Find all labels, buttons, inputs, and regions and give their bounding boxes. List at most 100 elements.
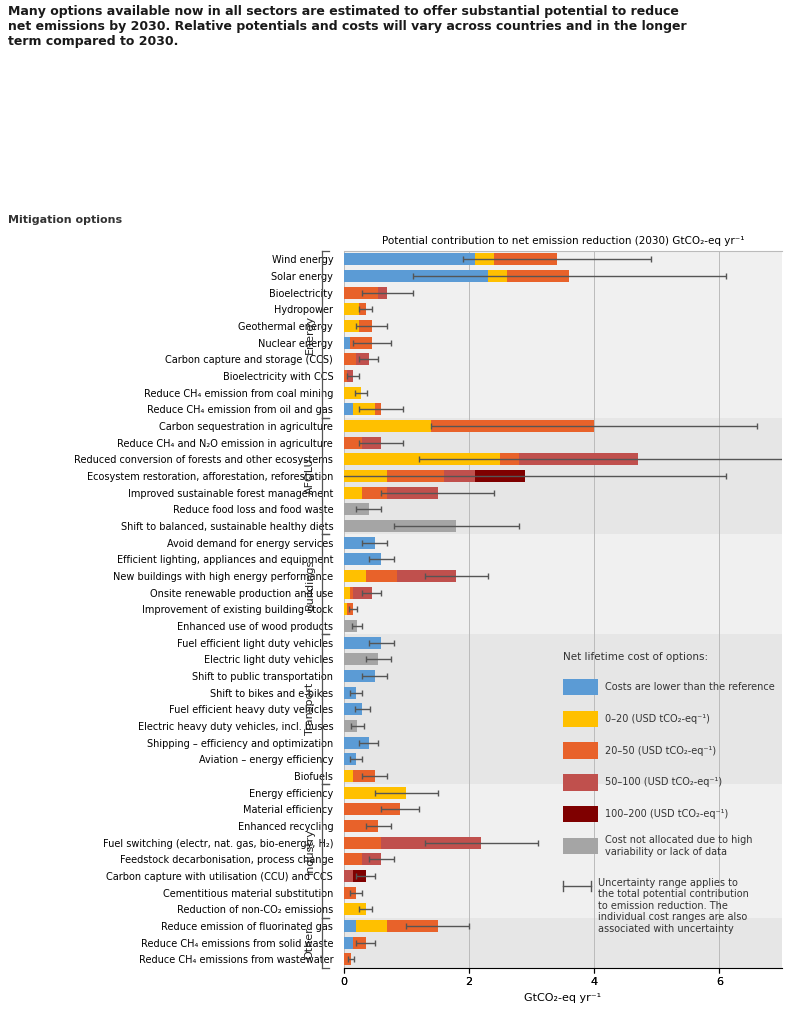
Bar: [344, 653, 378, 666]
Text: 100–200 (USD tCO₂-eq⁻¹): 100–200 (USD tCO₂-eq⁻¹): [605, 809, 728, 819]
Bar: [344, 436, 363, 449]
Bar: [353, 870, 366, 882]
Bar: [387, 920, 438, 932]
Bar: [344, 470, 387, 482]
Bar: [344, 553, 382, 565]
Bar: [344, 537, 375, 549]
Bar: [344, 736, 369, 749]
Bar: [344, 454, 500, 465]
Bar: [344, 720, 357, 732]
Bar: [387, 470, 444, 482]
Bar: [397, 570, 457, 582]
Bar: [344, 754, 356, 765]
Bar: [344, 587, 350, 599]
Bar: [344, 503, 369, 515]
Bar: [444, 470, 475, 482]
Bar: [344, 920, 356, 932]
Bar: [344, 486, 363, 499]
Bar: [353, 770, 375, 782]
Text: Cost not allocated due to high
variability or lack of data: Cost not allocated due to high variabili…: [605, 835, 752, 857]
Bar: [494, 253, 557, 265]
Bar: [353, 403, 375, 416]
Bar: [344, 670, 375, 682]
Bar: [353, 937, 366, 948]
Bar: [344, 319, 359, 332]
Text: Uncertainty range applies to
the total potential contribution
to emission reduct: Uncertainty range applies to the total p…: [599, 878, 749, 934]
Bar: [347, 603, 353, 615]
Bar: [344, 887, 356, 899]
Bar: [359, 303, 366, 315]
Bar: [344, 820, 378, 831]
Bar: [344, 287, 378, 299]
Text: Costs are lower than the reference: Costs are lower than the reference: [605, 682, 774, 692]
Text: Mitigation options: Mitigation options: [8, 215, 122, 225]
Bar: [344, 370, 347, 382]
Bar: [366, 570, 397, 582]
Text: Transport: Transport: [305, 683, 314, 735]
Bar: [344, 637, 382, 648]
Bar: [359, 319, 372, 332]
Bar: [344, 253, 475, 265]
Text: AFOLU: AFOLU: [305, 458, 314, 495]
Bar: [519, 454, 638, 465]
Text: Many options available now in all sectors are estimated to offer substantial pot: Many options available now in all sector…: [8, 5, 687, 48]
Bar: [344, 270, 487, 282]
Bar: [500, 454, 519, 465]
Bar: [363, 853, 382, 865]
Bar: [344, 603, 347, 615]
Bar: [356, 353, 369, 366]
Bar: [344, 870, 353, 882]
Bar: [350, 337, 372, 348]
Bar: [350, 587, 353, 599]
Bar: [344, 337, 350, 348]
Bar: [344, 903, 366, 915]
Text: Energy: Energy: [305, 314, 314, 353]
Bar: [344, 387, 361, 398]
Bar: [344, 953, 352, 966]
Bar: [378, 287, 387, 299]
Text: 20–50 (USD tCO₂-eq⁻¹): 20–50 (USD tCO₂-eq⁻¹): [605, 745, 716, 756]
Bar: [382, 837, 481, 849]
Bar: [363, 436, 382, 449]
Bar: [375, 403, 382, 416]
Bar: [431, 420, 594, 432]
Bar: [344, 620, 357, 632]
Bar: [344, 420, 431, 432]
Text: Industry: Industry: [305, 828, 314, 874]
Bar: [344, 803, 400, 815]
Bar: [344, 570, 366, 582]
Bar: [344, 303, 359, 315]
Text: 50–100 (USD tCO₂-eq⁻¹): 50–100 (USD tCO₂-eq⁻¹): [605, 777, 722, 787]
Bar: [356, 920, 387, 932]
Bar: [353, 587, 372, 599]
Bar: [344, 634, 782, 784]
Bar: [344, 418, 782, 535]
Bar: [344, 837, 382, 849]
Bar: [475, 253, 494, 265]
Bar: [344, 703, 363, 716]
Bar: [344, 687, 356, 698]
Bar: [344, 784, 782, 918]
Bar: [344, 853, 363, 865]
Bar: [363, 486, 387, 499]
Bar: [344, 353, 356, 366]
Text: Other: Other: [305, 927, 314, 958]
Bar: [347, 370, 353, 382]
X-axis label: GtCO₂-eq yr⁻¹: GtCO₂-eq yr⁻¹: [525, 993, 601, 1002]
Bar: [344, 535, 782, 634]
Bar: [344, 786, 406, 799]
Bar: [344, 403, 353, 416]
Bar: [475, 470, 525, 482]
Bar: [506, 270, 569, 282]
Text: Net lifetime cost of options:: Net lifetime cost of options:: [562, 652, 708, 663]
Bar: [344, 251, 782, 418]
Bar: [387, 486, 438, 499]
Bar: [344, 918, 782, 968]
Bar: [487, 270, 506, 282]
Bar: [344, 520, 457, 531]
Bar: [344, 770, 353, 782]
Text: Buildings: Buildings: [305, 559, 314, 610]
X-axis label: Potential contribution to net emission reduction (2030) GtCO₂-eq yr⁻¹: Potential contribution to net emission r…: [382, 236, 744, 246]
Text: 0–20 (USD tCO₂-eq⁻¹): 0–20 (USD tCO₂-eq⁻¹): [605, 714, 709, 724]
Bar: [344, 937, 353, 948]
